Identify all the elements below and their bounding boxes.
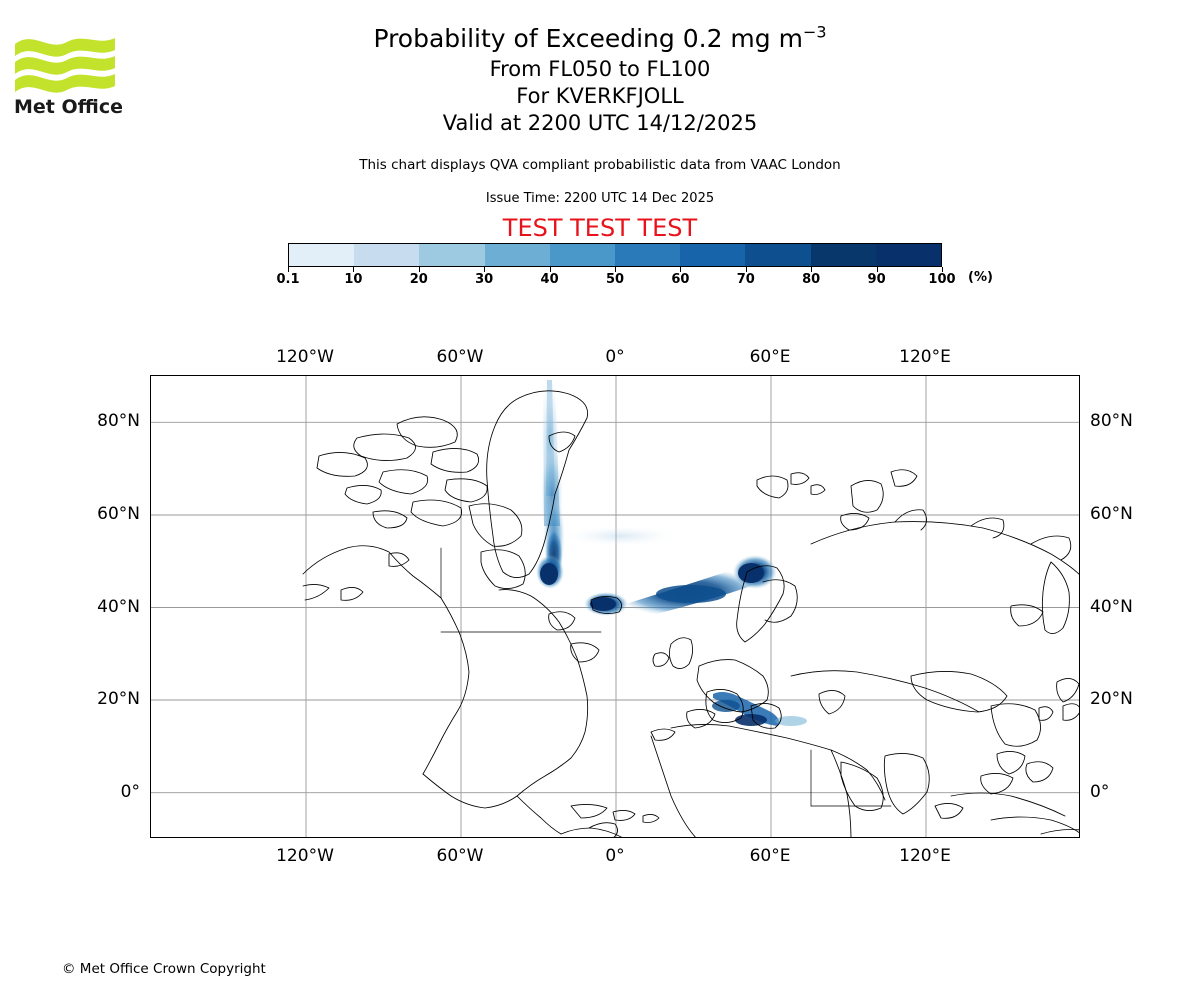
lon-label-top-60°E: 60°E bbox=[749, 347, 791, 367]
volcano-name-line: For KVERKFJOLL bbox=[516, 84, 684, 108]
map-plot-area[interactable] bbox=[150, 375, 1080, 838]
lat-label-right-60°N: 60°N bbox=[1090, 503, 1133, 524]
colorbar-label-40: 40 bbox=[540, 272, 559, 287]
title-text: Probability of Exceeding 0.2 mg m bbox=[373, 24, 803, 53]
colorbar-band-9 bbox=[875, 244, 942, 266]
colorbar-label-0.1: 0.1 bbox=[276, 272, 300, 287]
colorbar-label-60: 60 bbox=[671, 272, 690, 287]
colorbar-band-8 bbox=[810, 244, 876, 266]
lon-label-top-120°W: 120°W bbox=[276, 347, 334, 367]
colorbar-tick-90 bbox=[876, 267, 878, 272]
colorbar-band-2 bbox=[419, 244, 485, 266]
lat-label-left-60°N: 60°N bbox=[97, 503, 140, 524]
lat-label-left-20°N: 20°N bbox=[97, 689, 140, 710]
world-map-svg bbox=[151, 376, 1079, 837]
lon-label-top-0°: 0° bbox=[605, 347, 625, 367]
colorbar-label-20: 20 bbox=[409, 272, 428, 287]
colorbar-label-50: 50 bbox=[605, 272, 625, 287]
colorbar-band-0 bbox=[289, 244, 355, 266]
chart-title-block: Probability of Exceeding 0.2 mg m−3 From… bbox=[0, 22, 1200, 137]
lat-label-right-40°N: 40°N bbox=[1090, 596, 1133, 617]
colorbar-band-1 bbox=[354, 244, 420, 266]
colorbar-band-3 bbox=[484, 244, 550, 266]
probability-colorbar: 0.1 10 20 30 40 50 60 70 80 90 100 bbox=[276, 243, 956, 287]
colorbar-tick-70 bbox=[745, 267, 747, 272]
map-gridlines bbox=[151, 376, 1079, 837]
colorbar-tick-100 bbox=[942, 267, 943, 272]
lat-label-left-80°N: 80°N bbox=[97, 411, 140, 432]
colorbar-unit-label: (%) bbox=[968, 270, 993, 285]
valid-time-line: Valid at 2200 UTC 14/12/2025 bbox=[442, 111, 758, 135]
colorbar-bands bbox=[288, 243, 942, 267]
copyright-notice: © Met Office Crown Copyright bbox=[62, 961, 266, 977]
lat-label-left-40°N: 40°N bbox=[97, 596, 140, 617]
lon-label-bot-120°E: 120°E bbox=[899, 846, 951, 866]
colorbar-tick-0.1 bbox=[288, 267, 289, 272]
lon-label-top-120°E: 120°E bbox=[899, 347, 951, 367]
lon-label-top-60°W: 60°W bbox=[436, 347, 484, 367]
flight-level-line: From FL050 to FL100 bbox=[489, 57, 711, 81]
lat-label-right-20°N: 20°N bbox=[1090, 689, 1133, 710]
colorbar-label-10: 10 bbox=[344, 272, 363, 287]
title-exponent: −3 bbox=[802, 22, 827, 42]
colorbar-band-7 bbox=[745, 244, 811, 266]
colorbar-tick-20 bbox=[418, 267, 420, 272]
met-office-logo-svg: Met Office bbox=[14, 38, 122, 116]
colorbar-ticks bbox=[288, 267, 943, 273]
lat-label-left-0°: 0° bbox=[120, 781, 140, 802]
lon-label-bot-60°E: 60°E bbox=[749, 846, 791, 866]
colorbar-label-100: 100 bbox=[928, 272, 956, 287]
lon-label-bot-0°: 0° bbox=[605, 846, 625, 866]
colorbar-band-4 bbox=[549, 244, 616, 266]
colorbar-tick-60 bbox=[680, 267, 682, 272]
colorbar-tick-40 bbox=[549, 267, 551, 272]
colorbar-tick-10 bbox=[353, 267, 355, 272]
colorbar-label-70: 70 bbox=[736, 272, 755, 287]
colorbar-tick-labels: 0.1 10 20 30 40 50 60 70 80 90 100 bbox=[276, 272, 955, 290]
lat-label-right-80°N: 80°N bbox=[1090, 411, 1133, 432]
colorbar-band-5 bbox=[615, 244, 681, 266]
lat-label-right-0°: 0° bbox=[1090, 781, 1110, 802]
colorbar-band-6 bbox=[680, 244, 746, 266]
colorbar-label-80: 80 bbox=[802, 272, 821, 287]
lon-label-bot-60°W: 60°W bbox=[436, 846, 484, 866]
colorbar-label-30: 30 bbox=[475, 272, 494, 287]
test-banner: TEST TEST TEST bbox=[502, 214, 698, 242]
colorbar-tick-30 bbox=[484, 267, 486, 272]
ash-plume-field bbox=[536, 380, 807, 726]
colorbar-label-90: 90 bbox=[867, 272, 886, 287]
met-office-logo: Met Office bbox=[12, 20, 122, 116]
page-title: Probability of Exceeding 0.2 mg m−3 bbox=[0, 22, 1200, 56]
logo-wave-mark bbox=[15, 38, 115, 93]
issue-time-label: Issue Time: 2200 UTC 14 Dec 2025 bbox=[485, 191, 715, 206]
colorbar-tick-80 bbox=[811, 267, 813, 272]
colorbar-tick-50 bbox=[615, 267, 616, 272]
qva-compliance-note: This chart displays QVA compliant probab… bbox=[359, 157, 841, 173]
coastlines bbox=[302, 390, 1079, 837]
logo-wordmark: Met Office bbox=[14, 96, 122, 116]
lon-label-bot-120°W: 120°W bbox=[276, 846, 334, 866]
